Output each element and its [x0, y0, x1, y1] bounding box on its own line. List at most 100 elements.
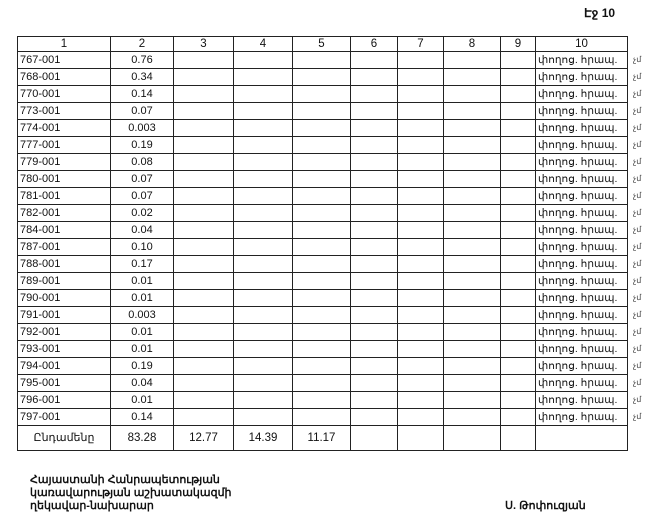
- total-value: 12.77: [173, 425, 234, 451]
- empty-cell: [397, 340, 444, 358]
- parcel-id: 796-001: [17, 391, 111, 409]
- empty-cell: [443, 187, 501, 205]
- table-row: 784-001 0.04 փողոց. հրապ.: [17, 221, 628, 239]
- area-value: 0.01: [110, 391, 174, 409]
- area-value: 0.01: [110, 323, 174, 341]
- purpose-note: փողոց. հրապ.: [535, 238, 628, 256]
- empty-cell: [443, 357, 501, 375]
- empty-cell: [397, 391, 444, 409]
- empty-cell: [173, 323, 234, 341]
- empty-cell: [500, 408, 536, 426]
- margin-mark: չմ: [633, 275, 642, 285]
- empty-cell: [350, 136, 398, 154]
- empty-cell: [292, 323, 351, 341]
- column-header-1: 1: [17, 36, 111, 52]
- empty-cell: [350, 289, 398, 307]
- parcel-id: 784-001: [17, 221, 111, 239]
- empty-cell: [500, 272, 536, 290]
- column-header-7: 7: [397, 36, 444, 52]
- purpose-note: փողոց. հրապ.: [535, 51, 628, 69]
- area-value: 0.01: [110, 289, 174, 307]
- empty-cell: [443, 51, 501, 69]
- empty-cell: [500, 153, 536, 171]
- margin-mark: չմ: [633, 156, 642, 166]
- purpose-note: փողոց. հրապ.: [535, 187, 628, 205]
- empty-cell: [173, 408, 234, 426]
- purpose-note: փողոց. հրապ.: [535, 374, 628, 392]
- empty-cell: [292, 340, 351, 358]
- empty-cell: [233, 289, 293, 307]
- margin-mark: չմ: [633, 224, 642, 234]
- margin-mark: չմ: [633, 411, 642, 421]
- parcel-id: 774-001: [17, 119, 111, 137]
- total-value: 83.28: [110, 425, 174, 451]
- data-table: 1 2 3 4 5 6 7 8 9 10 767-001 0.76 փողոց. հրապ. 768-0…: [17, 36, 628, 451]
- column-header-5: 5: [292, 36, 351, 52]
- column-header-9: 9: [500, 36, 536, 52]
- margin-mark: չմ: [633, 258, 642, 268]
- parcel-id: 797-001: [17, 408, 111, 426]
- parcel-id: 780-001: [17, 170, 111, 188]
- empty-cell: [443, 306, 501, 324]
- table-row: 794-001 0.19 փողոց. հրապ.: [17, 357, 628, 375]
- parcel-id: 790-001: [17, 289, 111, 307]
- empty-cell: [443, 204, 501, 222]
- empty-cell: [292, 136, 351, 154]
- empty-cell: [292, 85, 351, 103]
- parcel-id: 795-001: [17, 374, 111, 392]
- table-row: 782-001 0.02 փողոց. հրապ.: [17, 204, 628, 222]
- empty-cell: [233, 119, 293, 137]
- empty-cell: [443, 238, 501, 256]
- margin-mark: չմ: [633, 190, 642, 200]
- column-header-8: 8: [443, 36, 501, 52]
- area-value: 0.10: [110, 238, 174, 256]
- parcel-id: 779-001: [17, 153, 111, 171]
- empty-cell: [292, 170, 351, 188]
- margin-mark: չմ: [633, 292, 642, 302]
- empty-cell: [443, 272, 501, 290]
- empty-cell: [397, 187, 444, 205]
- total-label: Ընդամենը: [17, 425, 111, 451]
- empty-cell: [443, 221, 501, 239]
- margin-mark: չմ: [633, 122, 642, 132]
- empty-cell: [173, 238, 234, 256]
- purpose-note: փողոց. հրապ.: [535, 119, 628, 137]
- empty-cell: [350, 119, 398, 137]
- empty-cell: [443, 408, 501, 426]
- empty-cell: [350, 306, 398, 324]
- table-row: 777-001 0.19 փողոց. հրապ.: [17, 136, 628, 154]
- area-value: 0.34: [110, 68, 174, 86]
- empty-cell: [397, 255, 444, 273]
- area-value: 0.07: [110, 187, 174, 205]
- empty-cell: [350, 153, 398, 171]
- empty-cell: [500, 119, 536, 137]
- empty-cell: [500, 187, 536, 205]
- table-row: 789-001 0.01 փողոց. հրապ.: [17, 272, 628, 290]
- area-value: 0.14: [110, 408, 174, 426]
- empty-cell: [350, 51, 398, 69]
- empty-cell: [350, 204, 398, 222]
- purpose-note: փողոց. հրապ.: [535, 102, 628, 120]
- empty-cell: [173, 306, 234, 324]
- empty-cell: [292, 289, 351, 307]
- table-row: 795-001 0.04 փողոց. հրապ.: [17, 374, 628, 392]
- empty-cell: [233, 323, 293, 341]
- table-row: 788-001 0.17 փողոց. հրապ.: [17, 255, 628, 273]
- margin-mark: չմ: [633, 360, 642, 370]
- empty-cell: [397, 68, 444, 86]
- empty-cell: [500, 425, 536, 451]
- empty-cell: [397, 51, 444, 69]
- area-value: 0.01: [110, 340, 174, 358]
- table-row: 774-001 0.003 փողոց. հրապ.: [17, 119, 628, 137]
- empty-cell: [500, 374, 536, 392]
- empty-cell: [500, 51, 536, 69]
- empty-cell: [397, 85, 444, 103]
- area-value: 0.02: [110, 204, 174, 222]
- table-row: 790-001 0.01 փողոց. հրապ.: [17, 289, 628, 307]
- table-row: 773-001 0.07 փողոց. հրապ.: [17, 102, 628, 120]
- parcel-id: 773-001: [17, 102, 111, 120]
- area-value: 0.19: [110, 136, 174, 154]
- page-number: Էջ 10: [584, 6, 616, 20]
- empty-cell: [500, 306, 536, 324]
